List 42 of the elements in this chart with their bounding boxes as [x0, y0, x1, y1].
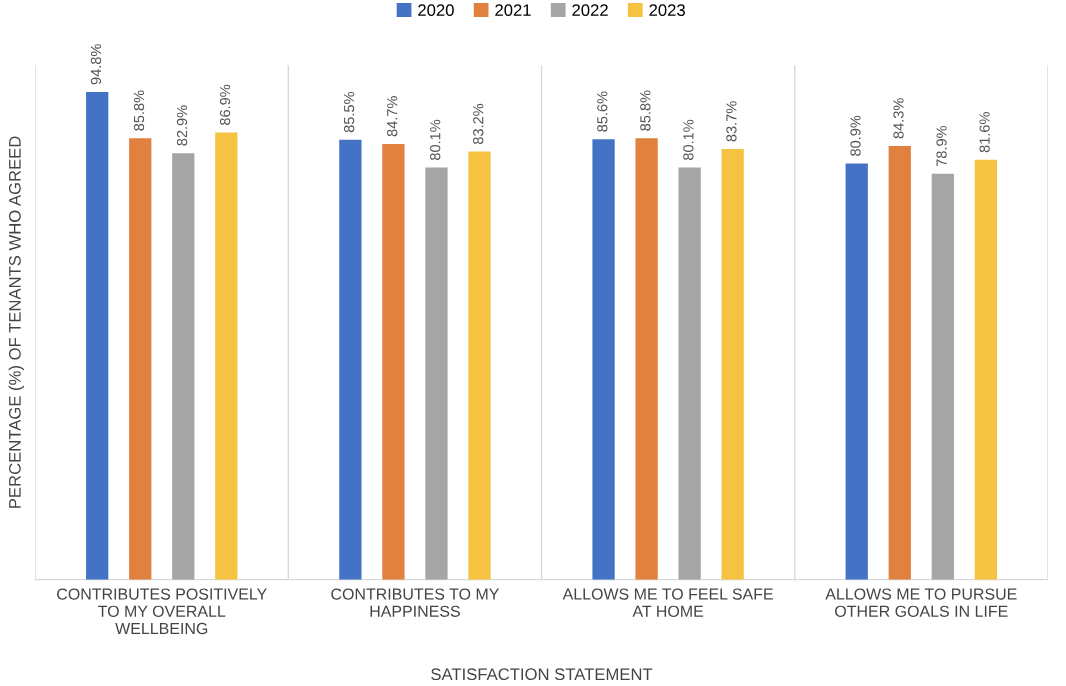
- bar: [215, 132, 238, 580]
- data-label: 80.1%: [430, 119, 441, 160]
- x-tick-label: ALLOWS ME TO FEEL SAFE AT HOME: [562, 588, 773, 617]
- data-label: 85.5%: [343, 92, 355, 133]
- bar: [974, 159, 997, 580]
- x-tick-label: CONTRIBUTES TO MY HAPPINESS: [331, 588, 500, 617]
- bar: [129, 138, 152, 580]
- data-label: 86.9%: [219, 84, 231, 125]
- bar: [845, 163, 868, 580]
- bar: [172, 153, 195, 580]
- data-label: 84.3%: [893, 98, 904, 139]
- x-tick-label: CONTRIBUTES POSITIVELY TO MY OVERALL WELLBEING: [57, 588, 267, 635]
- y-axis-title: PERCENTAGE (%) OF TENANTS WHO AGREED: [8, 136, 25, 508]
- data-label: 84.7%: [387, 96, 398, 137]
- data-label: 82.9%: [176, 105, 188, 146]
- data-label: 83.2%: [473, 103, 484, 145]
- data-label: 83.7%: [726, 101, 737, 142]
- data-label: 80.9%: [850, 115, 861, 156]
- bar: [931, 173, 954, 580]
- data-label: 81.6%: [979, 112, 990, 153]
- data-label: 85.6%: [597, 91, 608, 132]
- bar: [635, 138, 658, 580]
- legend-label: 2023: [649, 4, 685, 17]
- bar: [382, 143, 405, 580]
- bar: [721, 149, 744, 580]
- legend-label: 2021: [495, 4, 531, 17]
- x-axis-title: SATISFACTION STATEMENT: [431, 668, 653, 681]
- bar: [888, 145, 911, 580]
- data-label: 85.8%: [133, 90, 145, 131]
- bar: [468, 151, 491, 580]
- data-label: 78.9%: [936, 125, 947, 167]
- legend-label: 2020: [418, 4, 454, 17]
- bar: [86, 91, 109, 580]
- data-label: 80.1%: [683, 119, 694, 160]
- x-tick-label: ALLOWS ME TO PURSUE OTHER GOALS IN LIFE: [825, 588, 1017, 617]
- bar: [678, 167, 701, 580]
- bar: [339, 139, 362, 580]
- bar: [425, 167, 448, 580]
- bar: [592, 139, 615, 580]
- data-label: 94.8%: [90, 44, 102, 85]
- legend-label: 2022: [572, 4, 608, 17]
- data-label: 85.8%: [640, 90, 651, 131]
